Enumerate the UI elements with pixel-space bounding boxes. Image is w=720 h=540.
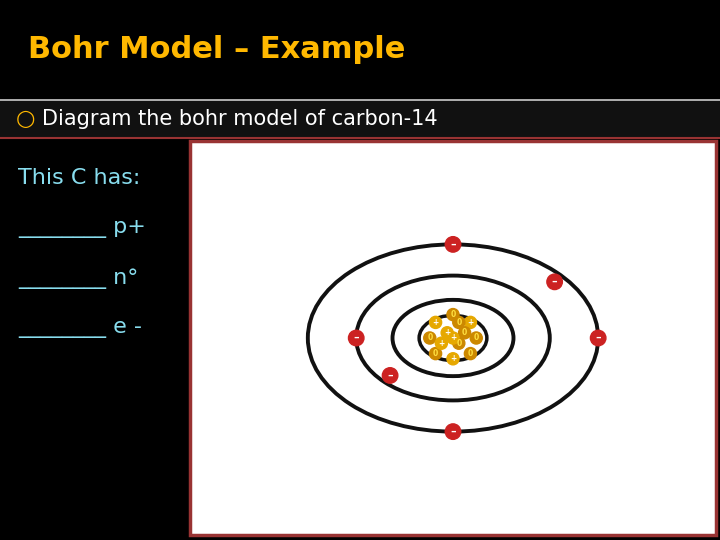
Text: ________ e -: ________ e -: [18, 318, 142, 338]
Circle shape: [430, 316, 441, 328]
Bar: [190, 141, 716, 535]
Text: 0: 0: [462, 328, 467, 338]
Text: –: –: [552, 277, 557, 287]
Text: This C has:: This C has:: [18, 168, 140, 188]
Circle shape: [445, 424, 461, 440]
Circle shape: [447, 308, 459, 321]
Text: 0: 0: [451, 310, 456, 319]
Circle shape: [441, 327, 454, 339]
Circle shape: [590, 330, 606, 346]
Text: –: –: [387, 370, 393, 381]
Text: 0: 0: [433, 349, 438, 358]
Text: ________ p+: ________ p+: [18, 218, 146, 238]
Text: 0: 0: [474, 334, 479, 342]
Circle shape: [445, 237, 461, 252]
Circle shape: [424, 332, 436, 344]
Text: +: +: [450, 334, 456, 342]
Text: +: +: [450, 354, 456, 363]
Circle shape: [348, 330, 364, 346]
Text: Bohr Model – Example: Bohr Model – Example: [28, 36, 405, 64]
Circle shape: [470, 332, 482, 344]
Text: 0: 0: [456, 318, 462, 327]
Text: –: –: [354, 333, 359, 343]
Text: 0: 0: [468, 349, 473, 358]
Text: Diagram the bohr model of carbon-14: Diagram the bohr model of carbon-14: [42, 109, 438, 129]
Bar: [0, 100, 720, 138]
Circle shape: [464, 316, 477, 328]
Text: ________ n°: ________ n°: [18, 268, 138, 288]
Text: –: –: [450, 239, 456, 249]
Circle shape: [453, 316, 465, 328]
Circle shape: [459, 327, 471, 339]
Circle shape: [436, 337, 447, 349]
Circle shape: [447, 353, 459, 365]
Circle shape: [464, 348, 477, 360]
Circle shape: [382, 368, 398, 383]
Text: +: +: [438, 339, 444, 348]
Circle shape: [453, 337, 465, 349]
Text: 0: 0: [427, 334, 433, 342]
Text: +: +: [433, 318, 438, 327]
Text: +: +: [444, 328, 450, 338]
Circle shape: [547, 274, 562, 289]
Text: –: –: [595, 333, 601, 343]
Text: –: –: [450, 427, 456, 437]
Circle shape: [430, 348, 441, 360]
Text: +: +: [467, 318, 474, 327]
Text: ○: ○: [16, 109, 35, 129]
Circle shape: [447, 332, 459, 344]
Bar: [0, 0, 720, 100]
Text: 0: 0: [456, 339, 462, 348]
